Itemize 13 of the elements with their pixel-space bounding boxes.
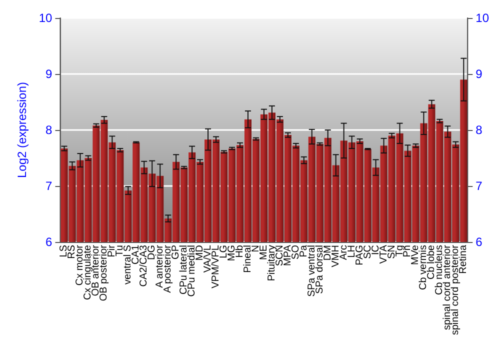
y-tick-label: 8 xyxy=(46,123,53,137)
y-tick-label: 10 xyxy=(38,11,53,25)
y2-tick-label: 6 xyxy=(476,235,483,249)
y2-tick-label: 8 xyxy=(476,123,483,137)
y2-tick-label: 10 xyxy=(476,11,490,25)
x-tick-label: Tg xyxy=(394,245,406,257)
y-tick-label: 7 xyxy=(46,179,53,193)
x-tick-label: Retina xyxy=(458,244,470,274)
y2-tick-label: 7 xyxy=(476,179,483,193)
y-tick-label: 9 xyxy=(46,67,53,81)
y-tick-label: 6 xyxy=(46,235,53,249)
y-axis-title: Log2 (expression) xyxy=(15,82,29,178)
y2-tick-label: 9 xyxy=(476,67,483,81)
